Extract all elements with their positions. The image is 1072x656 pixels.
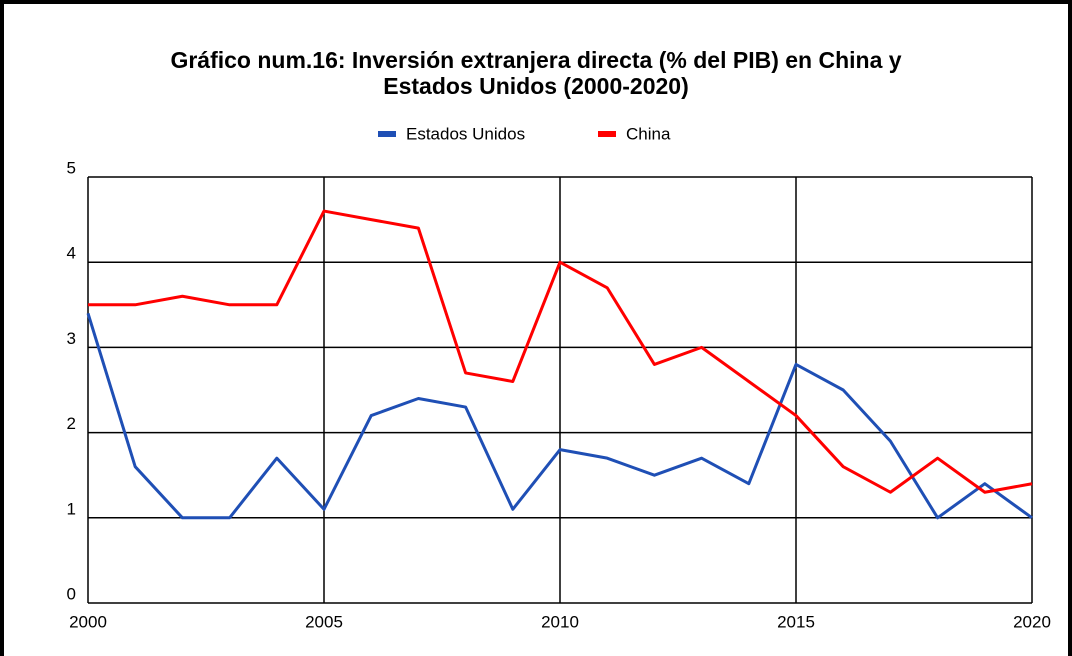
y-tick-label: 0: [67, 584, 76, 603]
x-tick-label: 2010: [541, 612, 579, 631]
legend-label: China: [626, 124, 671, 143]
series-line: [88, 209, 1033, 494]
y-tick-label: 3: [67, 329, 76, 348]
y-tick-label: 1: [67, 499, 76, 518]
x-tick-label: 2015: [777, 612, 815, 631]
chart-title: Gráfico num.16: Inversión extranjera dir…: [170, 47, 901, 73]
y-tick-label: 4: [67, 244, 76, 263]
series-line: [86, 312, 1033, 520]
legend-swatch: [598, 131, 616, 137]
legend-swatch: [378, 131, 396, 137]
x-tick-label: 2000: [69, 612, 107, 631]
y-tick-label: 2: [67, 414, 76, 433]
x-tick-label: 2005: [305, 612, 343, 631]
chart-title: Estados Unidos (2000-2020): [383, 73, 689, 99]
y-tick-label: 5: [67, 158, 76, 177]
legend-label: Estados Unidos: [406, 124, 525, 143]
x-tick-label: 2020: [1013, 612, 1051, 631]
